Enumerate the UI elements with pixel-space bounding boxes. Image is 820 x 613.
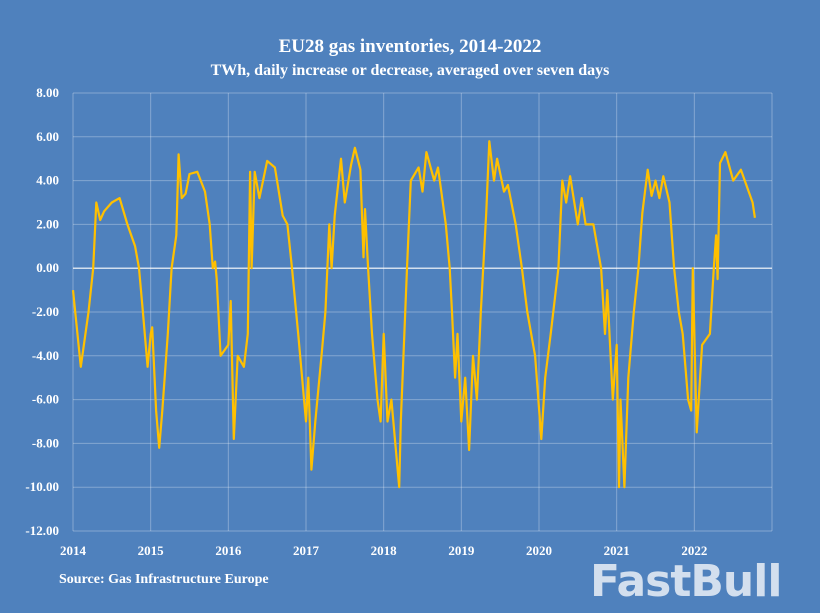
- x-tick-label: 2021: [604, 543, 630, 558]
- y-tick-label: 8.00: [36, 85, 59, 100]
- x-tick-label: 2020: [526, 543, 552, 558]
- chart-title: EU28 gas inventories, 2014-2022: [278, 36, 542, 57]
- y-tick-label: -4.00: [32, 348, 59, 363]
- y-tick-label: 4.00: [36, 173, 59, 188]
- y-tick-label: 2.00: [36, 216, 59, 231]
- chart-subtitle: TWh, daily increase or decrease, average…: [210, 62, 610, 79]
- x-tick-label: 2018: [371, 543, 398, 558]
- x-tick-label: 2022: [681, 543, 707, 558]
- x-tick-label: 2017: [293, 543, 320, 558]
- y-tick-label: -6.00: [32, 392, 59, 407]
- y-tick-label: -12.00: [25, 523, 59, 538]
- y-tick-label: -8.00: [32, 435, 59, 450]
- y-tick-label: 0.00: [36, 260, 59, 275]
- x-tick-label: 2019: [448, 543, 475, 558]
- x-tick-label: 2014: [60, 543, 87, 558]
- series-line: [71, 140, 756, 489]
- y-tick-label: -2.00: [32, 304, 59, 319]
- x-tick-label: 2016: [215, 543, 242, 558]
- x-tick-label: 2015: [138, 543, 165, 558]
- y-tick-label: -10.00: [25, 479, 59, 494]
- source-note: Source: Gas Infrastructure Europe: [59, 572, 269, 587]
- y-tick-label: 6.00: [36, 129, 59, 144]
- fastbull-watermark-logo: FastBull: [590, 556, 782, 607]
